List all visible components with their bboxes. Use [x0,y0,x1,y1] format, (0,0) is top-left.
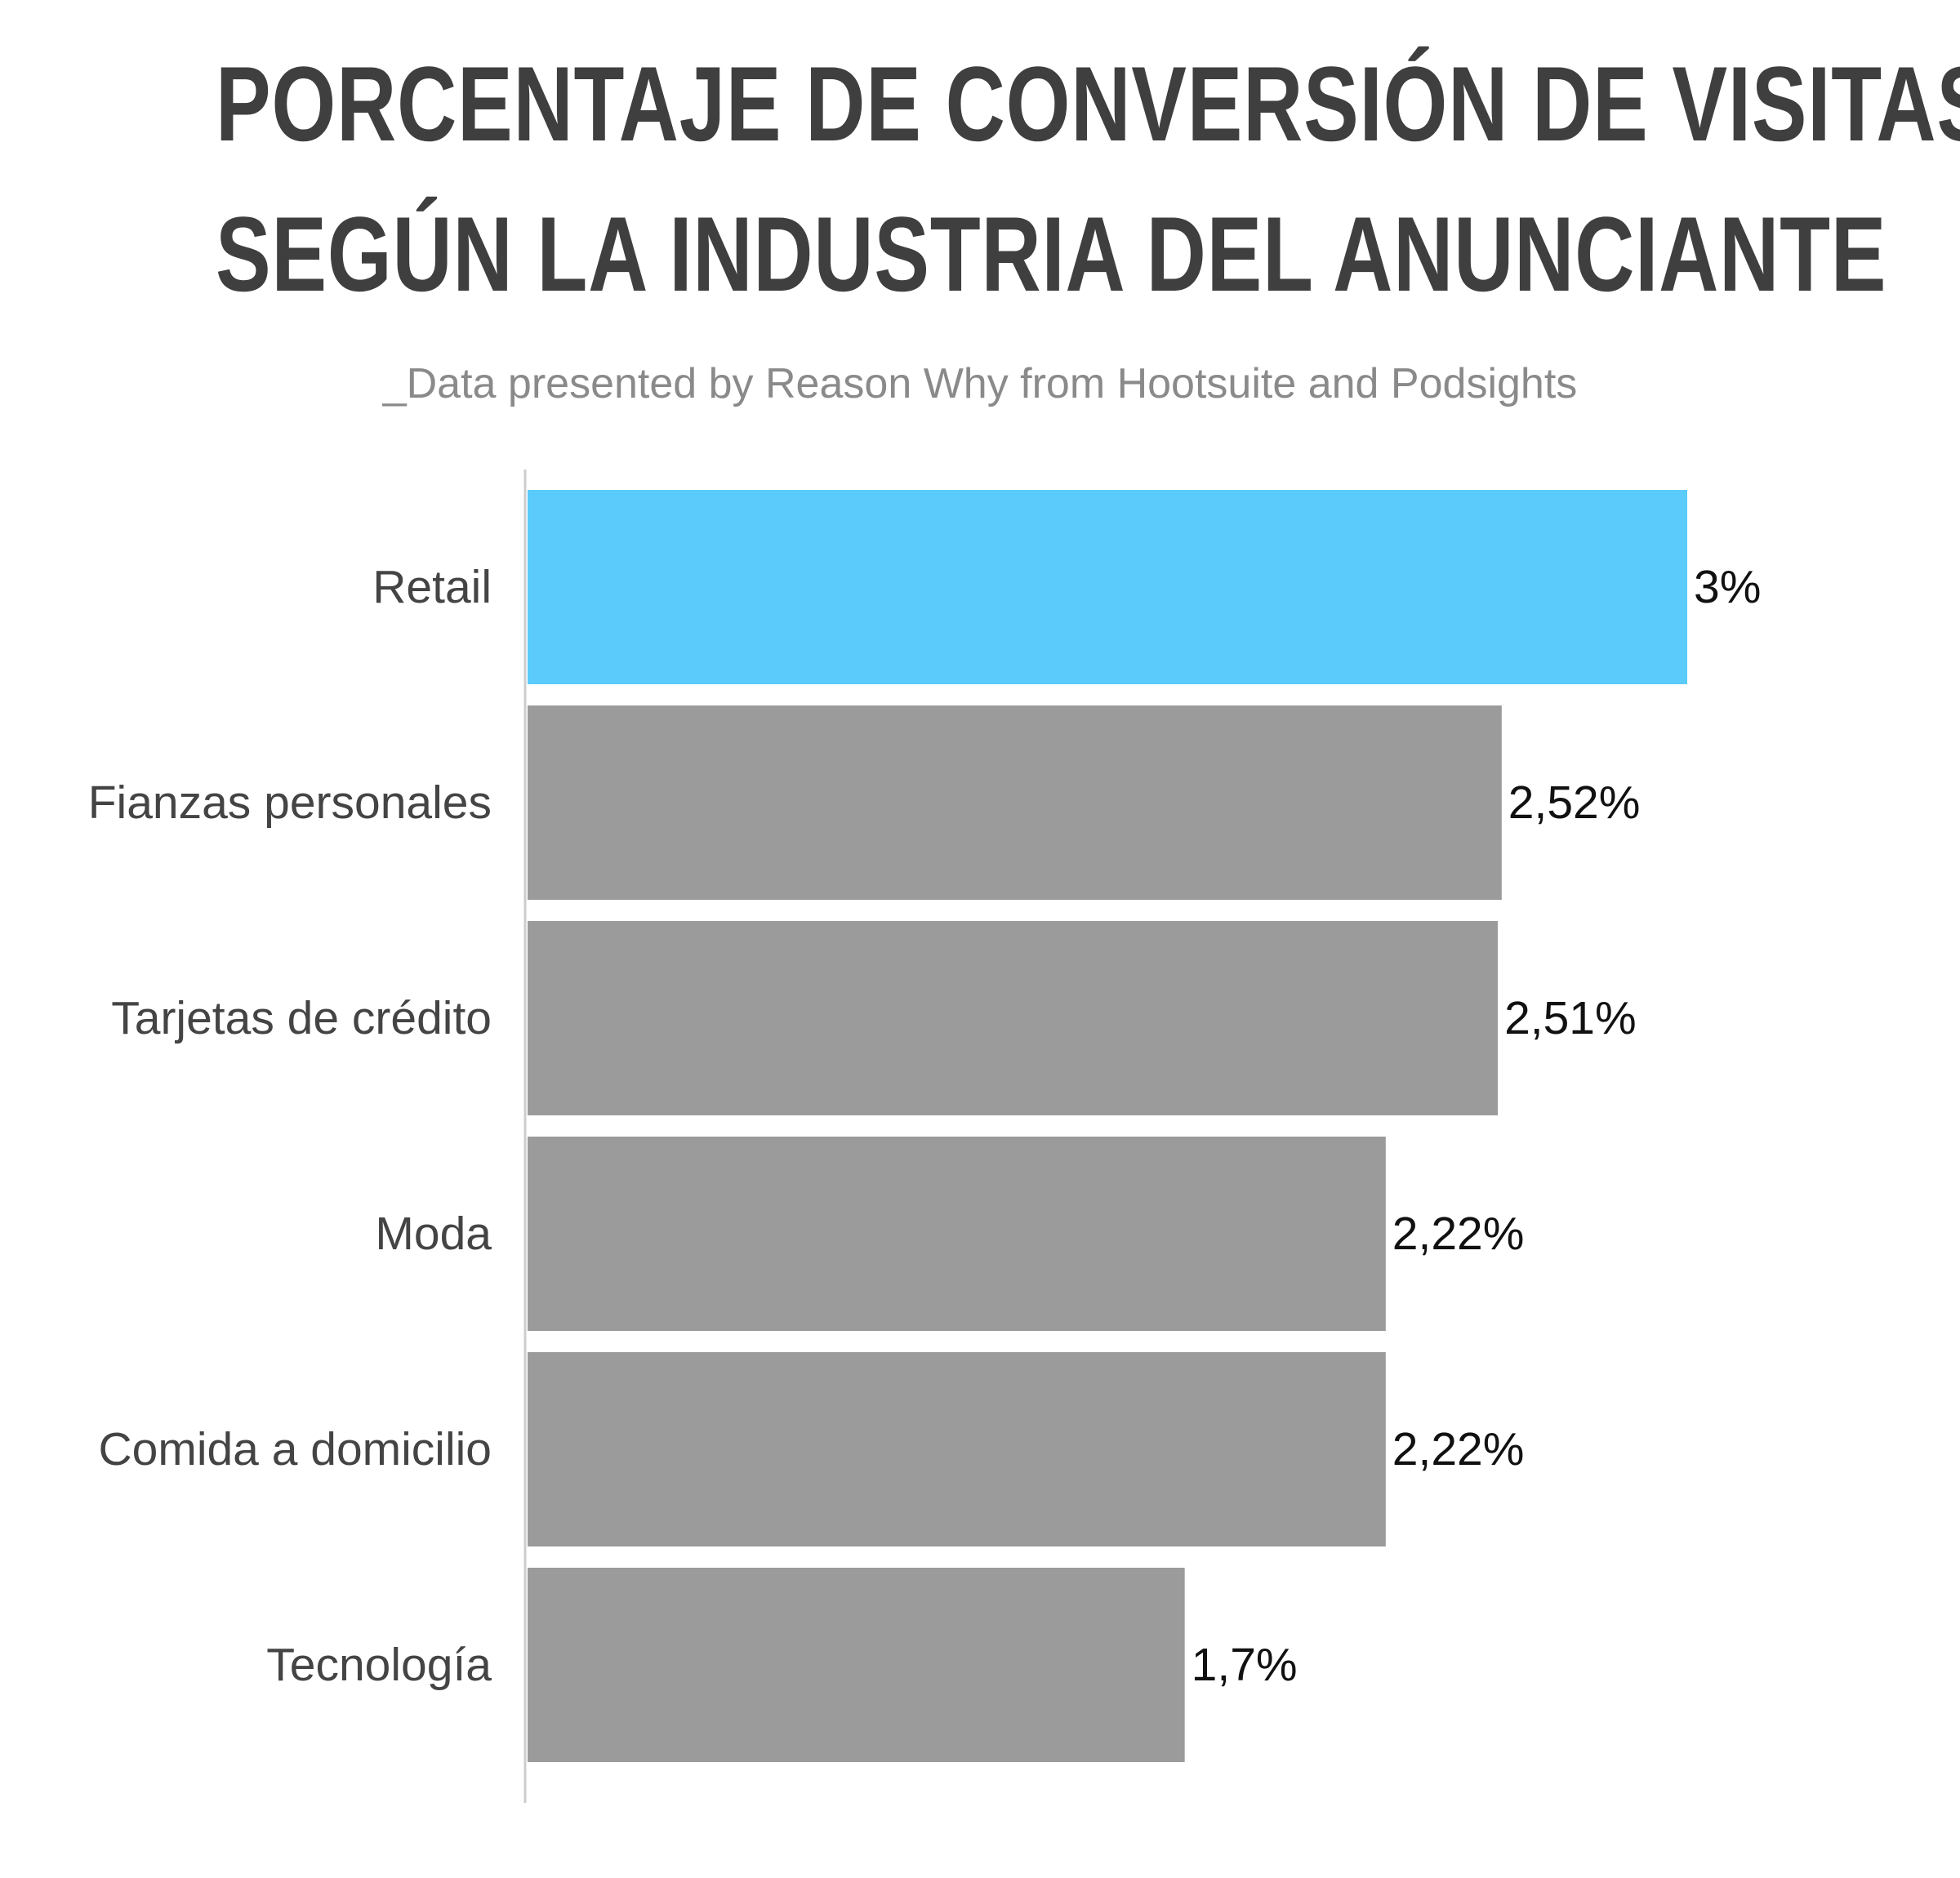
category-label-retail: Retail [372,561,492,613]
value-label-tecnologia: 1,7% [1192,1639,1298,1691]
category-label-fianzas-personales: Fianzas personales [88,777,492,829]
category-label-comida-a-domicilio: Comida a domicilio [98,1423,492,1475]
bar-tarjetas-de-credito [528,921,1499,1115]
bar-fianzas-personales [528,705,1502,900]
value-label-retail: 3% [1694,561,1761,613]
category-label-moda: Moda [375,1208,492,1260]
bars-layer: Retail 3% Fianzas personales 2,52% Tarjetas … [88,490,1761,1762]
chart-title-line-2: SEGÚN LA INDUSTRIA DEL ANUNCIANTE [216,194,1887,314]
value-label-comida-a-domicilio: 2,22% [1392,1423,1525,1475]
value-label-moda: 2,22% [1392,1208,1525,1260]
chart-title-line-1: PORCENTAJE DE CONVERSIÓN DE VISITAS [216,44,1960,163]
bar-tecnologia [528,1568,1185,1762]
bar-retail [528,490,1687,684]
bar-moda [528,1137,1386,1331]
category-label-tecnologia: Tecnología [266,1639,492,1691]
bar-comida-a-domicilio [528,1352,1386,1546]
value-label-fianzas-personales: 2,52% [1508,777,1641,829]
chart-subtitle: _Data presented by Reason Why from Hoots… [382,360,1578,407]
category-label-tarjetas-de-credito: Tarjetas de crédito [111,992,492,1044]
value-label-tarjetas-de-credito: 2,51% [1504,992,1637,1044]
